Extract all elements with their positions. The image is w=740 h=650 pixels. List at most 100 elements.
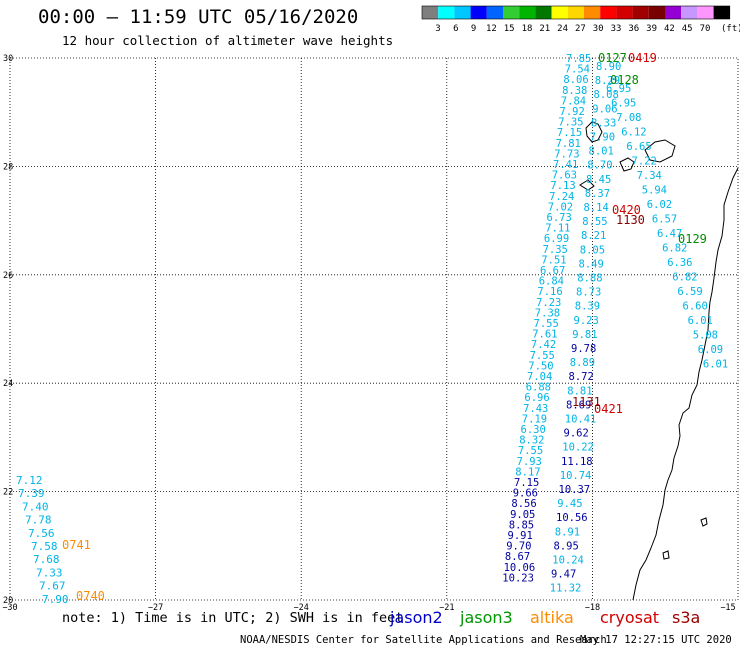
wave-height-label: 6.30 [521, 424, 546, 436]
wave-height-label: 10.56 [556, 512, 588, 524]
wave-height-label: 6.01 [703, 359, 728, 371]
wave-height-label: 7.55 [534, 318, 559, 330]
wave-height-label: 7.51 [541, 254, 566, 266]
wave-height-label: 6.65 [626, 141, 651, 153]
wave-height-label: 9.06 [592, 103, 617, 115]
coastline [579, 121, 739, 601]
legend-s3a: s3a [672, 608, 701, 627]
color-swatch [551, 6, 568, 19]
colorbar-tick-label: 15 [504, 24, 515, 34]
wave-height-label: 8.89 [570, 357, 595, 369]
wave-height-label: 7.11 [545, 223, 570, 235]
wave-height-label: 8.05 [580, 244, 605, 256]
island-outline [585, 121, 603, 143]
wave-height-label: 8.67 [505, 551, 530, 563]
wave-height-label: 10.23 [502, 572, 534, 584]
wave-height-label: 7.56 [28, 527, 55, 540]
longitude-label: −30 [2, 603, 17, 613]
colorbar-tick-label: 9 [471, 24, 476, 34]
pass-time-label: 0129 [678, 232, 707, 246]
color-swatch [665, 6, 682, 19]
wave-height-label: 9.78 [571, 343, 596, 355]
pass-time-label: 0741 [62, 538, 91, 552]
island-outline [700, 517, 708, 527]
wave-height-label: 8.56 [511, 498, 536, 510]
wave-height-label: 7.35 [543, 244, 568, 256]
wave-height-label: 7.35 [558, 117, 583, 129]
wave-height-label: 7.34 [637, 170, 662, 182]
pass-time-label: 1130 [616, 213, 645, 227]
latitude-label: 26 [3, 271, 13, 281]
color-swatch [486, 6, 503, 19]
wave-height-label: 8.88 [577, 273, 602, 285]
wave-height-label: 7.23 [536, 297, 561, 309]
longitude-label: −27 [148, 603, 163, 613]
wave-height-label: 8.72 [569, 371, 594, 383]
wave-height-label: 7.61 [532, 329, 557, 341]
wave-height-label: 7.58 [31, 540, 58, 553]
wave-height-label: 6.82 [662, 243, 687, 255]
wave-height-label: 10.74 [560, 470, 592, 482]
wave-height-label: 7.12 [16, 474, 43, 487]
color-swatch [438, 6, 455, 19]
wave-height-label: 6.12 [621, 127, 646, 139]
latitude-label: 20 [3, 596, 13, 606]
island-outline [579, 179, 595, 191]
wave-height-label: 9.23 [574, 315, 599, 327]
page-subtitle: 12 hour collection of altimeter wave hei… [62, 33, 394, 48]
wave-height-label: 7.33 [36, 566, 63, 579]
axis-labels: 30 28 26 24 22 20−30 −27 −24 −21 −18 −15 [2, 54, 735, 613]
wave-height-label: 7.41 [553, 159, 578, 171]
wave-height-label: 8.32 [519, 435, 544, 447]
color-swatch [632, 6, 649, 19]
pass-time-label: 0740 [76, 589, 105, 603]
latitude-label: 28 [3, 162, 13, 172]
colorbar-unit: (ft) [721, 24, 740, 34]
wave-height-label: 7.55 [530, 350, 555, 362]
color-swatch [519, 6, 536, 19]
wave-height-label: 10.24 [552, 555, 584, 567]
wave-height-label: 8.17 [515, 466, 540, 478]
wave-height-label: 9.70 [506, 541, 531, 553]
generated-timestamp: May 17 12:27:15 UTC 2020 [580, 634, 732, 646]
wave-height-label: 6.82 [672, 272, 697, 284]
wave-height-label: 7.16 [537, 286, 562, 298]
wave-height-label: 9.62 [564, 428, 589, 440]
pass-time-label: 1131 [572, 395, 601, 409]
wave-height-label: 7.90 [42, 593, 69, 606]
wave-height-label: 8.06 [563, 74, 588, 86]
wave-height-label: 8.91 [555, 526, 580, 538]
african-coastline [632, 167, 739, 601]
wave-height-label: 8.90 [596, 61, 621, 73]
pass-time-label: 0420 [612, 203, 641, 217]
colorbar-tick-label: 6 [453, 24, 458, 34]
colorbar-tick-label: 24 [557, 24, 568, 34]
wave-height-label: 10.37 [559, 484, 591, 496]
wave-height-label: 7.50 [528, 360, 553, 372]
legend-altika: altika [530, 608, 574, 627]
color-swatch [535, 6, 552, 19]
colorbar-tick-label: 30 [593, 24, 604, 34]
pass-time-label: 0128 [610, 73, 639, 87]
color-swatch [584, 6, 601, 19]
wave-height-label: 7.02 [548, 201, 573, 213]
colorbar-tick-label: 3 [435, 24, 440, 34]
footer-note: note: 1) Time is in UTC; 2) SWH is in fe… [62, 610, 404, 626]
wave-height-label: 7.63 [552, 170, 577, 182]
wave-height-label: 6.95 [611, 98, 636, 110]
wave-height-label: 7.39 [18, 487, 45, 500]
wave-height-label: 11.32 [550, 583, 582, 595]
wave-height-label: 7.84 [561, 95, 586, 107]
wave-height-label: 7.92 [560, 106, 585, 118]
wave-height-label: 6.88 [526, 382, 551, 394]
color-swatch [616, 6, 633, 19]
lat-lon-grid [9, 57, 739, 601]
color-swatch [503, 6, 520, 19]
wave-height-label: 8.38 [562, 85, 587, 97]
wave-height-label: 8.73 [576, 287, 601, 299]
colorbar-tick-label: 70 [700, 24, 711, 34]
longitude-label: −21 [439, 603, 454, 613]
wave-height-label: 6.99 [544, 233, 569, 245]
colorbar-tick-label: 39 [646, 24, 657, 34]
